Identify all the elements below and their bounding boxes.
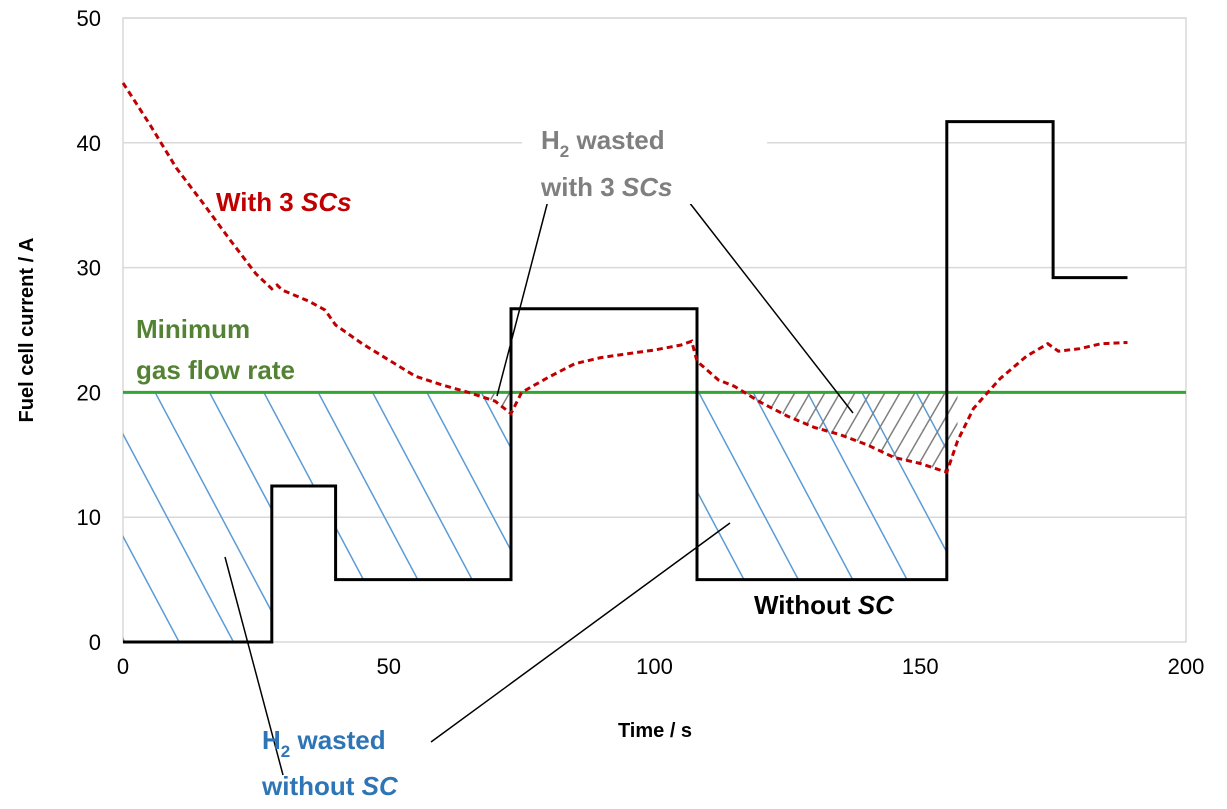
y-tick-label: 10 — [77, 505, 101, 530]
y-tick-label: 20 — [77, 380, 101, 405]
annotation-h2-wasted-with-scs-line2: with 3 SCs — [540, 172, 672, 202]
y-tick-label: 30 — [77, 256, 101, 281]
series-with-3-scs — [121, 82, 1128, 475]
y-tick-label: 0 — [89, 630, 101, 655]
annotation-with-3-scs: With 3 SCs — [216, 187, 352, 217]
annotation-minimum: Minimum — [136, 314, 250, 344]
annotation-gas-flow-rate: gas flow rate — [136, 355, 295, 385]
x-axis-title: Time / s — [618, 720, 692, 742]
y-tick-label: 40 — [77, 131, 101, 156]
annotation-without-sc: Without SC — [754, 590, 895, 620]
y-tick-label: 50 — [77, 6, 101, 31]
y-axis-title: Fuel cell current / A — [16, 238, 38, 423]
x-tick-labels: 0 50 100 150 200 — [117, 654, 1204, 679]
x-tick-label: 200 — [1168, 654, 1205, 679]
annotation-h2-wasted-without-sc-line2: without SC — [261, 771, 399, 801]
x-tick-label: 50 — [377, 654, 401, 679]
annotation-leaders — [224, 192, 854, 776]
x-tick-label: 0 — [117, 654, 129, 679]
x-tick-label: 100 — [636, 654, 673, 679]
series-without-sc — [123, 120, 1128, 644]
h2-wasted-with-scs-region — [468, 392, 958, 473]
annotation-h2-wasted-without-sc-line1: H2 wasted — [262, 725, 386, 761]
plot-area — [122, 17, 1187, 643]
y-tick-labels: 0 10 20 30 40 50 — [77, 6, 101, 655]
x-tick-label: 150 — [902, 654, 939, 679]
annotation-background — [522, 112, 767, 204]
h2-wasted-without-sc-region — [123, 121, 947, 643]
annotation-h2-wasted-with-scs-line1: H2 wasted — [541, 125, 665, 161]
